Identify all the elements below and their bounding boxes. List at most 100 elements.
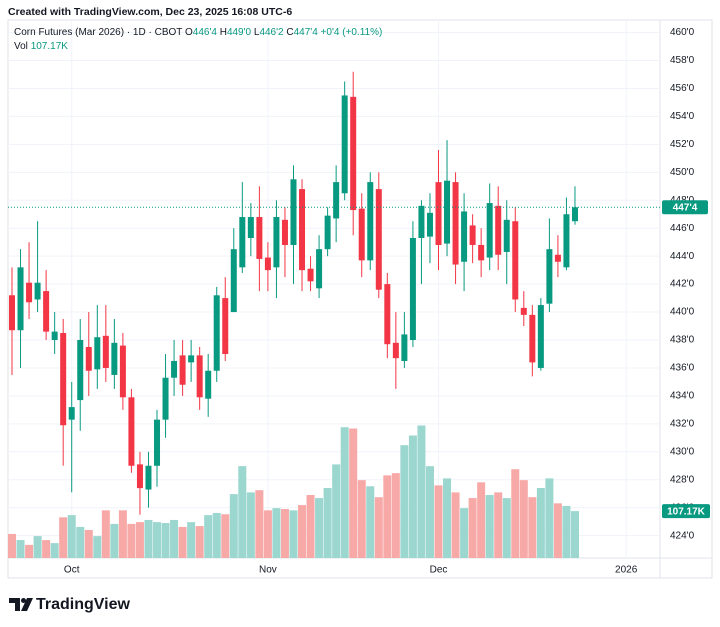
volume-bar xyxy=(238,466,247,558)
volume-bar xyxy=(485,495,494,558)
y-tick-label: 428'0 xyxy=(670,474,695,485)
y-tick-label: 442'0 xyxy=(670,279,695,290)
volume-bar xyxy=(195,526,204,558)
volume-bar xyxy=(153,522,162,558)
ohlc-key: C xyxy=(286,27,293,38)
y-tick-label: 452'0 xyxy=(670,139,695,150)
candle-body xyxy=(188,355,195,363)
axes: 424'0426'0428'0430'0432'0434'0436'0438'0… xyxy=(8,27,710,576)
volume-bar xyxy=(187,522,196,558)
candle-body xyxy=(384,284,391,345)
candle-body xyxy=(299,189,306,271)
candle-body xyxy=(333,182,340,219)
candle-body xyxy=(324,215,331,250)
volume-bar xyxy=(400,445,409,558)
candle-body xyxy=(409,237,416,341)
y-tick-label: 456'0 xyxy=(670,83,695,94)
candle-body xyxy=(119,345,126,398)
candle-body xyxy=(162,377,169,420)
candle-body xyxy=(358,208,365,261)
candle-body xyxy=(273,217,280,268)
candle-body xyxy=(401,334,408,361)
candle-body xyxy=(537,305,544,368)
candle-body xyxy=(563,214,570,268)
candle-body xyxy=(128,397,135,466)
volume-bar xyxy=(144,519,153,558)
candle-body xyxy=(461,211,468,262)
ohlc-value: 447'4 xyxy=(294,27,319,38)
volume-bar xyxy=(306,495,315,558)
volume-bar xyxy=(536,488,545,558)
volume-bar xyxy=(391,473,400,558)
ohlc-key: H xyxy=(220,27,227,38)
candle-body xyxy=(239,217,246,268)
candle-body xyxy=(213,295,220,371)
volume-bar xyxy=(357,480,366,558)
ohlc-value: 446'2 xyxy=(259,27,284,38)
candle-body xyxy=(452,182,459,265)
candle-body xyxy=(77,340,84,401)
candle-body xyxy=(418,205,425,238)
volume-bar xyxy=(298,505,307,558)
volume-bar xyxy=(84,530,93,558)
volume-title: Vol xyxy=(14,41,28,52)
volume-bar xyxy=(135,522,144,558)
y-tick-label: 430'0 xyxy=(670,446,695,457)
y-tick-label: 458'0 xyxy=(670,55,695,66)
volume-bar xyxy=(315,498,324,558)
volume-bar xyxy=(332,464,341,558)
volume-bar xyxy=(110,523,119,558)
candle-body xyxy=(546,249,553,304)
volume-bar xyxy=(460,508,469,558)
candle-body xyxy=(171,360,178,378)
candle-body xyxy=(85,346,92,371)
x-tick-label: Oct xyxy=(64,565,80,576)
candle-body xyxy=(444,180,451,244)
candle-body xyxy=(256,217,263,259)
volume-bar xyxy=(170,519,179,558)
candle-body xyxy=(9,295,15,331)
volume-bar xyxy=(59,517,68,558)
x-tick-label: Dec xyxy=(430,565,448,576)
y-tick-label: 434'0 xyxy=(670,391,695,402)
y-tick-label: 436'0 xyxy=(670,363,695,374)
brand-logo xyxy=(9,598,33,611)
candle-body xyxy=(102,335,109,368)
volume-bars xyxy=(8,425,579,558)
volume-bar xyxy=(8,533,16,558)
candle-body xyxy=(26,282,33,303)
volume-bar xyxy=(221,514,230,558)
volume-bar xyxy=(528,497,537,558)
symbol: Corn Futures (Mar 2026) · 1D · CBOT xyxy=(14,27,182,38)
candle-body xyxy=(307,268,314,282)
volume-tag-label: 107.17K xyxy=(667,506,706,517)
volume-bar xyxy=(511,469,520,558)
volume-bar xyxy=(25,544,34,558)
candle-body xyxy=(281,219,288,245)
volume-bar xyxy=(477,482,486,558)
candle-body xyxy=(17,267,24,331)
x-tick-label: Nov xyxy=(259,565,277,576)
volume-bar xyxy=(76,526,85,558)
y-tick-label: 460'0 xyxy=(670,27,695,38)
volume-bar xyxy=(16,540,25,558)
candle-body xyxy=(341,95,348,194)
brand-name: TradingView xyxy=(36,596,131,613)
candle-body xyxy=(264,257,271,271)
candle-body xyxy=(571,207,578,222)
candle-body xyxy=(316,249,323,289)
legend: Corn Futures (Mar 2026) · 1D · CBOT O446… xyxy=(14,27,382,38)
volume-bar xyxy=(178,526,187,558)
y-tick-label: 450'0 xyxy=(670,167,695,178)
candle-body xyxy=(469,225,476,245)
volume-bar xyxy=(383,475,392,558)
volume-bar xyxy=(93,536,102,558)
volume-bar xyxy=(349,428,358,558)
volume-bar xyxy=(451,492,460,558)
y-tick-label: 444'0 xyxy=(670,251,695,262)
x-tick-label: 2026 xyxy=(615,565,638,576)
candle-body xyxy=(290,179,297,245)
candle-body xyxy=(486,203,493,258)
volume-bar xyxy=(212,512,221,558)
volume-bar xyxy=(502,498,511,558)
